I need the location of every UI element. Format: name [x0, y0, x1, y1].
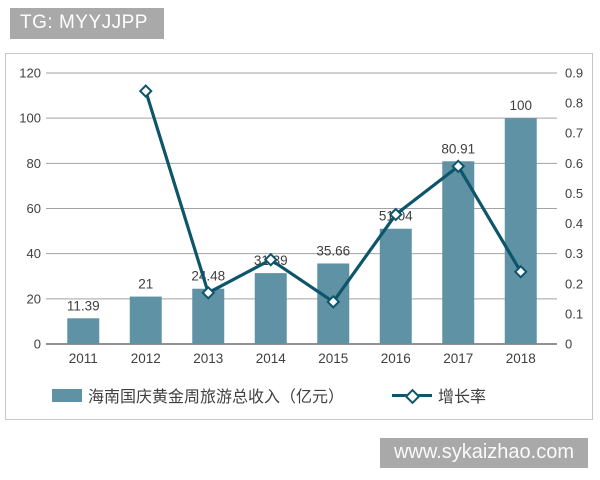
growth-marker	[201, 285, 216, 300]
growth-marker	[263, 252, 278, 267]
bar	[254, 273, 287, 344]
y-left-tick-label: 0	[34, 337, 41, 352]
bar	[67, 318, 100, 344]
x-tick-label: 2013	[193, 351, 223, 366]
x-tick-label: 2014	[256, 351, 287, 366]
bar	[129, 296, 162, 344]
x-tick-label: 2018	[506, 351, 536, 366]
bar-value-label: 11.39	[67, 298, 100, 313]
bar-value-label: 80.91	[441, 141, 475, 156]
bar-value-label: 21	[138, 277, 153, 292]
legend-label-growth: 增长率	[438, 389, 487, 406]
y-left-tick-label: 40	[27, 246, 41, 261]
x-tick-label: 2017	[443, 351, 473, 366]
bar	[379, 228, 412, 344]
y-right-tick-label: 0.7	[565, 126, 583, 141]
y-right-tick-label: 0.5	[565, 186, 583, 201]
growth-marker	[388, 207, 403, 222]
y-left-tick-label: 80	[27, 156, 41, 171]
y-right-tick-label: 0.6	[565, 156, 583, 171]
bar-value-label: 24.48	[191, 269, 225, 284]
y-left-tick-label: 20	[27, 291, 41, 306]
y-right-tick-label: 0.2	[565, 276, 583, 291]
bar-swatch-icon	[51, 388, 82, 402]
combo-chart: 0 20 40 60 80 100 120 0 0.1 0.2 0.3 0.4 0.5 0.6 0.7 0.8…	[19, 66, 583, 367]
diamond-marker-icon	[404, 388, 421, 404]
tag-badge: TG: MYYJJPP	[10, 8, 164, 39]
y-right-tick-label: 0.4	[565, 216, 583, 231]
bar-value-label: 35.66	[316, 243, 350, 258]
watermark: www.sykaizhao.com	[379, 438, 588, 468]
legend-item-revenue: 海南国庆黄金周旅游总收入（亿元）	[51, 383, 344, 407]
line-diamond-swatch-icon	[392, 388, 432, 404]
x-tick-label: 2015	[318, 351, 348, 366]
y-right-tick-label: 0.8	[565, 96, 583, 111]
y-right-tick-label: 0.9	[565, 66, 583, 81]
y-right-tick-label: 0	[565, 337, 572, 352]
chart-legend: 海南国庆黄金周旅游总收入（亿元） 增长率	[6, 383, 592, 407]
y-left-tick-label: 100	[19, 111, 41, 126]
x-tick-label: 2012	[131, 351, 161, 366]
bar	[442, 161, 475, 344]
growth-marker	[513, 264, 528, 279]
chart-container: 0 20 40 60 80 100 120 0 0.1 0.2 0.3 0.4 0.5 0.6 0.7 0.8…	[5, 53, 593, 420]
bar-value-label: 100	[509, 98, 532, 113]
y-right-tick-label: 0.1	[565, 306, 583, 321]
growth-marker	[451, 159, 466, 174]
growth-marker	[326, 294, 341, 309]
y-right-tick-label: 0.3	[565, 246, 583, 261]
x-tick-label: 2016	[381, 351, 411, 366]
growth-marker	[138, 84, 153, 98]
y-left-tick-label: 60	[27, 201, 41, 216]
legend-item-growth: 增长率	[392, 383, 486, 407]
legend-label-revenue: 海南国庆黄金周旅游总收入（亿元）	[87, 389, 344, 406]
y-left-tick-label: 120	[19, 66, 41, 81]
x-tick-label: 2011	[69, 351, 98, 366]
bar	[504, 118, 537, 345]
